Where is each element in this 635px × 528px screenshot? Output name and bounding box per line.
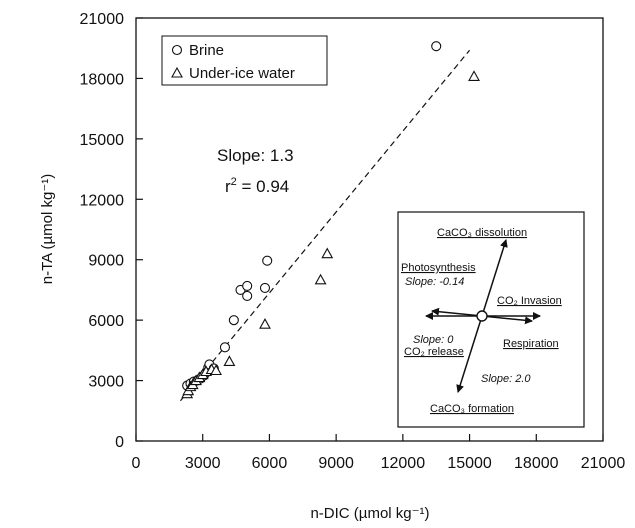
under-ice-point bbox=[314, 273, 327, 285]
x-tick-label: 0 bbox=[132, 455, 141, 472]
label-release: CO₂ release bbox=[404, 346, 464, 358]
y-tick-label: 0 bbox=[115, 434, 124, 451]
label-photosynthesis-slope: Slope: -0.14 bbox=[405, 276, 464, 288]
y-tick-label: 9000 bbox=[88, 253, 124, 270]
brine-point bbox=[228, 315, 239, 326]
brine-point bbox=[242, 290, 253, 302]
label-invasion: CO₂ Invasion bbox=[497, 295, 562, 307]
r2-annotation: r2 = 0.94 bbox=[225, 176, 289, 196]
axis-ticks: 0 3000 6000 9000 12000 15000 18000 21000 0 3000 60… bbox=[80, 11, 626, 472]
data-points bbox=[181, 41, 480, 399]
under-ice-point bbox=[259, 318, 271, 329]
x-tick-label: 12000 bbox=[381, 455, 426, 472]
under-ice-point bbox=[321, 247, 334, 259]
x-tick-label: 18000 bbox=[514, 455, 559, 472]
arrow-dissolution bbox=[481, 239, 508, 317]
slope-annotation: Slope: 1.3 bbox=[217, 146, 294, 165]
x-tick-label: 6000 bbox=[252, 455, 288, 472]
x-tick-label: 3000 bbox=[185, 455, 221, 472]
inset-origin bbox=[476, 310, 488, 322]
label-formation: CaCO₃ formation bbox=[430, 403, 514, 415]
x-axis-title: n-DIC (µmol kg⁻¹) bbox=[310, 505, 429, 522]
brine-point bbox=[431, 41, 442, 52]
label-release-slope: Slope: 0 bbox=[413, 334, 454, 346]
legend-label-under-ice: Under-ice water bbox=[189, 65, 295, 82]
under-ice-point bbox=[468, 70, 480, 81]
brine-point bbox=[262, 255, 273, 266]
label-dissolution: CaCO₃ dissolution bbox=[437, 227, 527, 239]
brine-point bbox=[219, 342, 231, 353]
under-ice-point bbox=[223, 355, 236, 366]
y-tick-label: 15000 bbox=[80, 132, 125, 149]
inset-diagram: CaCO₃ dissolution Photosynthesis Slope: … bbox=[397, 211, 585, 428]
y-tick-label: 12000 bbox=[80, 192, 125, 209]
label-respiration: Respiration bbox=[503, 338, 559, 350]
legend: Brine Under-ice water bbox=[161, 35, 328, 86]
y-tick-label: 3000 bbox=[88, 374, 124, 391]
plot-frame bbox=[135, 17, 604, 442]
legend-label-brine: Brine bbox=[189, 42, 224, 59]
y-tick-label: 21000 bbox=[80, 11, 125, 28]
inset-box bbox=[397, 211, 585, 428]
label-formation-slope: Slope: 2.0 bbox=[481, 373, 531, 385]
y-tick-label: 18000 bbox=[80, 71, 125, 88]
legend-box bbox=[161, 35, 328, 86]
arrow-respiration bbox=[481, 315, 533, 325]
arrow-formation bbox=[456, 315, 483, 393]
y-axis-title: n-TA (µmol kg⁻¹) bbox=[39, 174, 56, 284]
x-tick-label: 21000 bbox=[581, 455, 626, 472]
y-tick-label: 6000 bbox=[88, 313, 124, 330]
brine-point bbox=[242, 280, 253, 291]
arrow-photosynthesis bbox=[431, 307, 483, 317]
legend-marker-under-ice bbox=[171, 66, 183, 78]
fit-line bbox=[180, 49, 471, 402]
brine-point bbox=[259, 282, 271, 293]
x-tick-label: 15000 bbox=[447, 455, 492, 472]
legend-marker-brine bbox=[171, 44, 183, 56]
x-tick-label: 9000 bbox=[318, 455, 354, 472]
label-photosynthesis: Photosynthesis bbox=[401, 262, 476, 274]
under-ice-point bbox=[210, 364, 222, 376]
